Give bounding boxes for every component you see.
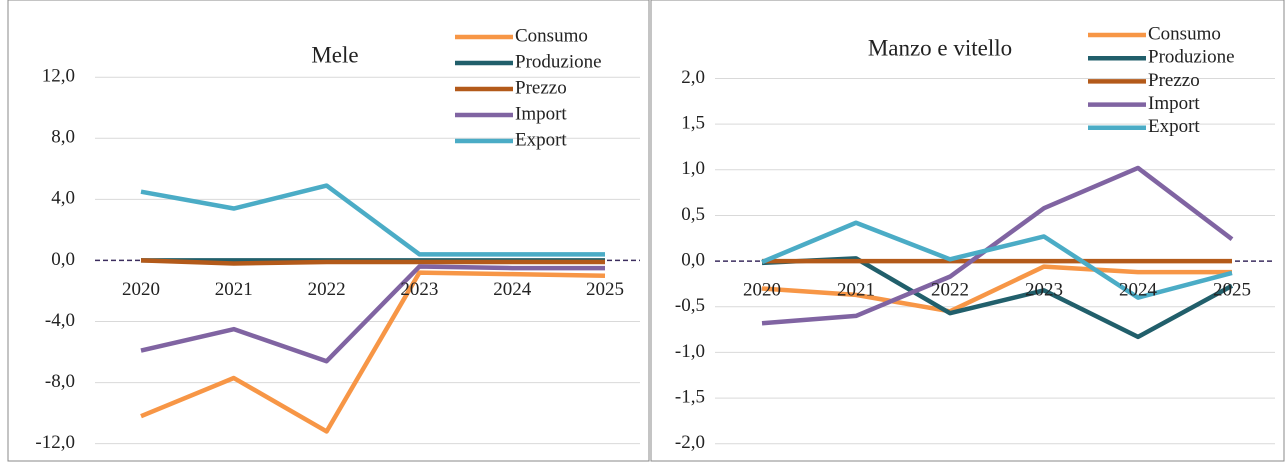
series-line	[761, 165, 1234, 326]
x-tick-label: 2023	[1025, 279, 1063, 300]
series-line	[140, 264, 605, 364]
y-tick-label: 0,0	[681, 249, 705, 270]
legend-label: Export	[1148, 116, 1200, 137]
chart-frame	[7, 0, 650, 462]
legend-label: Export	[515, 129, 567, 150]
series-line	[761, 264, 1232, 314]
x-tick-label: 2021	[215, 279, 253, 300]
legend-label: Consumo	[1148, 23, 1221, 44]
series-line	[140, 270, 606, 434]
legend-label: Prezzo	[1148, 70, 1200, 91]
y-tick-label: -2,0	[675, 432, 705, 453]
y-tick-label: 0,5	[681, 204, 705, 225]
x-tick-label: 2025	[1213, 279, 1251, 300]
y-tick-label: 1,0	[681, 158, 705, 179]
y-tick-label: 4,0	[51, 188, 75, 209]
series-line	[140, 258, 605, 266]
y-tick-label: 2,0	[681, 67, 705, 88]
y-tick-label: 12,0	[42, 66, 75, 87]
x-tick-label: 2024	[493, 279, 532, 300]
series-line	[761, 220, 1233, 300]
legend-label: Consumo	[515, 25, 588, 46]
chart-frame	[650, 0, 1285, 462]
legend-label: Import	[515, 103, 567, 124]
legend-label: Import	[1148, 93, 1200, 114]
chart-title: Mele	[311, 42, 358, 67]
x-tick-label: 2025	[586, 279, 624, 300]
y-tick-label: 1,5	[681, 113, 705, 134]
y-tick-label: -0,5	[675, 295, 705, 316]
legend-label: Prezzo	[515, 77, 567, 98]
chart-title: Manzo e vitello	[868, 35, 1012, 60]
legend-label: Produzione	[515, 51, 602, 72]
y-tick-label: -8,0	[45, 371, 75, 392]
y-tick-label: 0,0	[51, 249, 75, 270]
y-tick-label: -1,5	[675, 386, 705, 407]
series-line	[140, 183, 605, 257]
y-tick-label: -4,0	[45, 310, 75, 331]
x-tick-label: 2020	[743, 279, 781, 300]
x-tick-label: 2021	[837, 279, 875, 300]
x-tick-label: 2020	[122, 279, 160, 300]
y-tick-label: 8,0	[51, 127, 75, 148]
y-tick-label: -1,0	[675, 341, 705, 362]
legend-label: Produzione	[1148, 47, 1235, 68]
y-tick-label: -12,0	[35, 432, 75, 453]
x-tick-label: 2022	[931, 279, 969, 300]
x-tick-label: 2024	[1119, 279, 1158, 300]
x-tick-label: 2022	[308, 279, 346, 300]
x-tick-label: 2023	[400, 279, 438, 300]
